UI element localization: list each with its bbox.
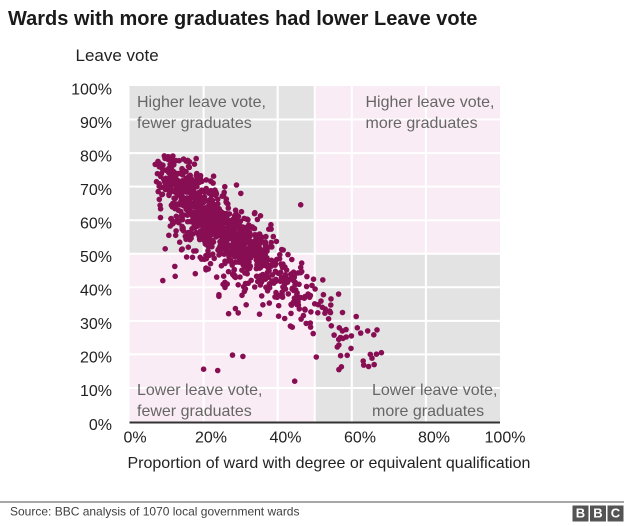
- svg-text:50%: 50%: [80, 249, 112, 266]
- svg-text:70%: 70%: [80, 182, 112, 199]
- svg-text:20%: 20%: [195, 430, 227, 447]
- svg-text:more graduates: more graduates: [366, 115, 478, 132]
- svg-text:60%: 60%: [344, 430, 376, 447]
- svg-text:more graduates: more graduates: [372, 403, 484, 420]
- svg-text:80%: 80%: [418, 430, 450, 447]
- svg-text:B: B: [576, 506, 585, 521]
- svg-text:40%: 40%: [269, 430, 301, 447]
- svg-text:Leave vote: Leave vote: [76, 46, 159, 65]
- svg-text:Wards with more graduates had: Wards with more graduates had lower Leav…: [8, 8, 477, 30]
- svg-text:Higher leave vote,: Higher leave vote,: [137, 94, 266, 111]
- svg-text:60%: 60%: [80, 216, 112, 233]
- svg-text:Source: BBC analysis of 1070 l: Source: BBC analysis of 1070 local gover…: [10, 505, 299, 519]
- svg-text:Higher leave vote,: Higher leave vote,: [366, 94, 495, 111]
- svg-text:80%: 80%: [80, 148, 112, 165]
- svg-text:10%: 10%: [80, 383, 112, 400]
- svg-text:40%: 40%: [80, 283, 112, 300]
- svg-text:fewer graduates: fewer graduates: [137, 115, 252, 132]
- svg-text:90%: 90%: [80, 115, 112, 132]
- svg-text:100%: 100%: [71, 81, 112, 98]
- svg-text:30%: 30%: [80, 316, 112, 333]
- svg-text:Lower leave vote,: Lower leave vote,: [372, 382, 497, 399]
- svg-text:0%: 0%: [89, 417, 112, 434]
- svg-text:C: C: [611, 506, 621, 521]
- svg-text:Lower leave vote,: Lower leave vote,: [137, 382, 262, 399]
- svg-text:100%: 100%: [485, 430, 526, 447]
- svg-text:20%: 20%: [80, 350, 112, 367]
- svg-text:Proportion of ward with degree: Proportion of ward with degree or equiva…: [128, 455, 531, 472]
- svg-text:B: B: [593, 506, 602, 521]
- svg-text:fewer graduates: fewer graduates: [137, 403, 252, 420]
- svg-text:0%: 0%: [123, 430, 146, 447]
